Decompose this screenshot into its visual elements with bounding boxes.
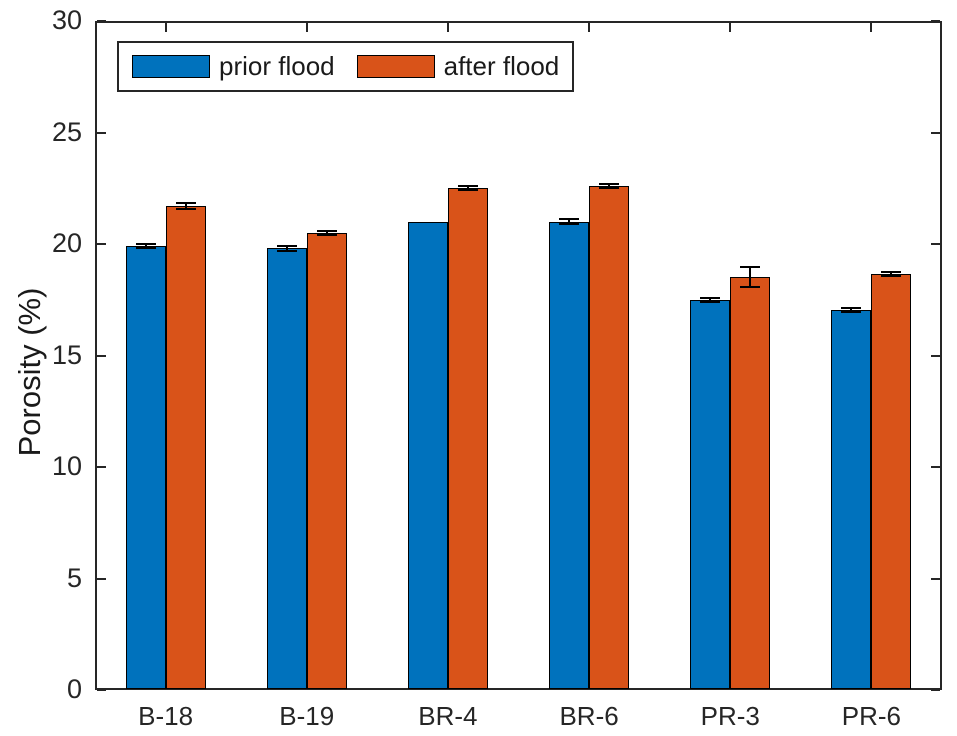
error-bar-after-flood-BR-6-cap-top <box>599 183 620 186</box>
y-tick-mark-right <box>931 20 940 22</box>
error-bar-after-flood-B-18-cap-top <box>175 201 196 204</box>
y-tick-mark-right <box>931 689 940 691</box>
bar-after-flood-BR-6 <box>589 186 630 689</box>
x-category-label-BR-4: BR-4 <box>418 701 478 731</box>
y-tick-label-0: 0 <box>66 674 82 704</box>
y-tick-label-25: 25 <box>51 116 82 147</box>
y-tick-mark-right <box>931 131 940 134</box>
error-bar-prior-flood-PR-6-cap-top <box>841 306 862 309</box>
error-bar-after-flood-BR-4-line <box>466 186 469 191</box>
error-bar-after-flood-BR-6-line <box>608 184 611 188</box>
x-tick-mark-top <box>729 23 732 32</box>
error-bar-prior-flood-PR-6-cap-bottom <box>841 311 862 313</box>
error-bar-after-flood-B-19-cap-top <box>316 229 337 232</box>
error-bar-prior-flood-B-19-line <box>285 246 288 251</box>
legend-label-prior-flood: prior flood <box>219 51 335 81</box>
bar-after-flood-PR-6 <box>871 274 912 689</box>
x-tick-mark-top <box>164 23 167 32</box>
y-tick-mark-right <box>931 243 940 245</box>
error-bar-prior-flood-B-18-cap-bottom <box>135 247 156 250</box>
legend-swatch-after-flood <box>356 55 435 78</box>
error-bar-after-flood-PR-6-line <box>890 272 893 276</box>
x-category-label-PR-3: PR-3 <box>700 701 760 731</box>
error-bar-after-flood-BR-4-cap-bottom <box>457 189 478 192</box>
legend-entry-prior-flood: prior flood <box>132 51 335 82</box>
error-bar-prior-flood-PR-3-line <box>709 297 712 302</box>
x-tick-mark-top <box>305 23 308 32</box>
error-bar-after-flood-PR-3-line <box>749 267 752 288</box>
error-bar-after-flood-B-19-line <box>325 230 328 236</box>
x-tick-mark-top <box>870 23 873 32</box>
error-bar-prior-flood-B-18-line <box>144 244 147 249</box>
y-tick-mark-left <box>97 354 106 357</box>
error-bar-prior-flood-BR-6-line <box>568 219 571 224</box>
error-bar-prior-flood-BR-6-cap-bottom <box>559 222 580 225</box>
bar-prior-flood-B-18 <box>125 246 166 689</box>
bar-prior-flood-B-19 <box>266 248 307 689</box>
plot-area <box>95 21 942 690</box>
y-tick-label-5: 5 <box>66 562 82 593</box>
bar-prior-flood-BR-4 <box>407 221 448 689</box>
y-tick-mark-left <box>97 466 106 468</box>
bar-after-flood-B-19 <box>306 232 347 689</box>
y-tick-mark-left <box>97 131 106 134</box>
y-tick-mark-left <box>97 689 106 691</box>
error-bar-after-flood-BR-4-cap-top <box>457 185 478 188</box>
error-bar-prior-flood-B-18-cap-top <box>135 243 156 245</box>
error-bar-prior-flood-BR-6-cap-top <box>559 218 580 221</box>
x-category-label-B-18: B-18 <box>138 701 194 731</box>
x-category-label-PR-6: PR-6 <box>841 701 902 731</box>
y-tick-label-10: 10 <box>51 451 82 481</box>
y-tick-mark-left <box>97 20 106 22</box>
bar-after-flood-B-18 <box>165 206 206 689</box>
y-tick-mark-right <box>931 577 940 580</box>
error-bar-prior-flood-B-19-cap-bottom <box>276 249 297 252</box>
x-category-label-BR-6: BR-6 <box>559 701 619 731</box>
error-bar-prior-flood-B-19-cap-top <box>276 245 297 248</box>
error-bar-after-flood-PR-6-cap-top <box>881 271 902 274</box>
y-axis-label: Porosity (%) <box>12 287 47 457</box>
x-tick-mark-top <box>588 23 591 32</box>
error-bar-prior-flood-PR-3-cap-top <box>700 296 721 299</box>
bar-prior-flood-BR-6 <box>549 221 590 689</box>
y-tick-mark-left <box>97 243 106 245</box>
y-tick-mark-left <box>97 577 106 580</box>
y-tick-mark-right <box>931 354 940 357</box>
error-bar-after-flood-PR-6-cap-bottom <box>881 274 902 277</box>
x-tick-mark-top <box>446 23 449 32</box>
y-tick-label-20: 20 <box>51 228 82 258</box>
error-bar-after-flood-B-18-line <box>184 202 187 210</box>
legend-swatch-prior-flood <box>132 55 210 78</box>
legend-label-after-flood: after flood <box>443 51 560 81</box>
error-bar-prior-flood-PR-6-line <box>850 307 853 312</box>
error-bar-after-flood-PR-3-cap-bottom <box>740 286 761 289</box>
x-category-label-B-19: B-19 <box>279 701 335 731</box>
y-tick-label-15: 15 <box>51 339 82 370</box>
error-bar-prior-flood-PR-3-cap-bottom <box>700 300 721 303</box>
bar-prior-flood-PR-6 <box>831 309 872 689</box>
legend-entry-after-flood: after flood <box>356 51 560 82</box>
error-bar-after-flood-BR-6-cap-bottom <box>599 186 620 189</box>
y-tick-mark-right <box>931 466 940 468</box>
bar-after-flood-PR-3 <box>730 277 771 689</box>
error-bar-after-flood-PR-3-cap-top <box>740 266 761 269</box>
bar-after-flood-BR-4 <box>447 188 488 689</box>
error-bar-after-flood-B-18-cap-bottom <box>175 208 196 211</box>
y-tick-label-30: 30 <box>51 5 82 35</box>
bar-prior-flood-PR-3 <box>690 299 731 689</box>
error-bar-after-flood-B-19-cap-bottom <box>316 234 337 237</box>
legend: prior flood after flood <box>117 41 575 92</box>
